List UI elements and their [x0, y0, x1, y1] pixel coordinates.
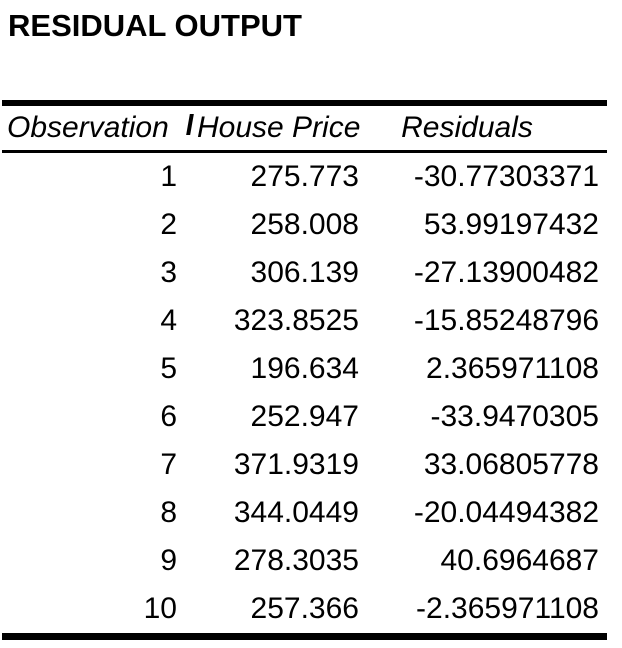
- table-row: 4 323.8525 -15.85248796: [2, 297, 607, 345]
- table-row: 1 275.773 -30.77303371: [2, 153, 607, 201]
- residual-cell: -2.365971108: [416, 592, 599, 625]
- observation-cell: 7: [160, 448, 177, 481]
- house-price-cell: 258.008: [250, 208, 359, 241]
- residual-cell: 33.06805778: [423, 448, 599, 481]
- table-row: 9 278.3035 40.6964687: [2, 537, 607, 585]
- table-row: 6 252.947 -33.9470305: [2, 393, 607, 441]
- table-row: 2 258.008 53.99197432: [2, 201, 607, 249]
- house-price-cell: 371.9319: [233, 448, 359, 481]
- house-price-cell: 196.634: [250, 352, 359, 385]
- house-price-cell: 278.3035: [233, 544, 359, 577]
- residual-cell: -33.9470305: [430, 400, 600, 433]
- observation-cell: 10: [143, 592, 177, 625]
- residual-cell: -20.04494382: [413, 496, 599, 529]
- residual-cell: -30.77303371: [413, 160, 599, 193]
- observation-cell: 1: [160, 160, 177, 193]
- header-observation: Observation: [7, 111, 169, 144]
- header-house-price: House Price: [186, 106, 361, 150]
- page-title: RESIDUAL OUTPUT: [8, 8, 302, 43]
- residual-cell: 2.365971108: [426, 352, 599, 385]
- residual-cell: 53.99197432: [423, 208, 599, 241]
- observation-cell: 4: [160, 304, 177, 337]
- observation-cell: 8: [160, 496, 177, 529]
- house-price-cell: 306.139: [250, 256, 359, 289]
- residuals-table: Observation House Price Residuals 1 275.…: [2, 100, 607, 640]
- observation-cell: 2: [160, 208, 177, 241]
- residual-cell: 40.6964687: [440, 544, 600, 577]
- house-price-cell: 275.773: [250, 160, 359, 193]
- table-row: 7 371.9319 33.06805778: [2, 441, 607, 489]
- house-price-cell: 257.366: [250, 592, 359, 625]
- header-residuals: Residuals: [401, 111, 533, 144]
- table-row: 10 257.366 -2.365971108: [2, 585, 607, 633]
- observation-cell: 6: [160, 400, 177, 433]
- observation-cell: 5: [160, 352, 177, 385]
- house-price-cell: 252.947: [250, 400, 359, 433]
- observation-cell: 3: [160, 256, 177, 289]
- table-row: 5 196.634 2.365971108: [2, 345, 607, 393]
- residual-cell: -15.85248796: [413, 304, 599, 337]
- table-row: 8 344.0449 -20.04494382: [2, 489, 607, 537]
- header-house-price-label: House Price: [197, 111, 361, 144]
- house-price-cell: 323.8525: [233, 304, 359, 337]
- residual-cell: -27.13900482: [413, 256, 599, 289]
- house-price-cell: 344.0449: [233, 496, 359, 529]
- observation-cell: 9: [160, 544, 177, 577]
- table-row: 3 306.139 -27.13900482: [2, 249, 607, 297]
- clipped-text-fragment: [186, 114, 194, 135]
- table-header-row: Observation House Price Residuals: [2, 106, 607, 153]
